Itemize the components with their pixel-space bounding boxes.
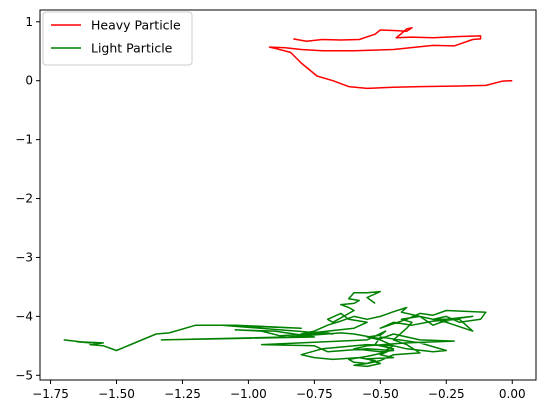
series-line-heavy-particle <box>268 26 513 90</box>
y-tick-label: −3 <box>15 250 33 264</box>
x-tick-label: −1.00 <box>230 387 267 401</box>
legend-label-heavy: Heavy Particle <box>91 18 181 33</box>
x-tick-label: −1.25 <box>164 387 201 401</box>
legend-label-light: Light Particle <box>91 41 173 56</box>
x-tick-label: −1.50 <box>98 387 135 401</box>
series-line-light-particle <box>63 290 487 368</box>
y-tick-label: 0 <box>25 74 33 88</box>
y-tick-label: 1 <box>25 15 33 29</box>
legend: Heavy Particle Light Particle <box>42 11 193 66</box>
x-tick-label: −0.50 <box>362 387 399 401</box>
x-tick-label: −0.25 <box>428 387 465 401</box>
y-tick-label: −2 <box>15 192 33 206</box>
x-tick-label: −0.75 <box>296 387 333 401</box>
series-layer <box>63 26 513 368</box>
y-tick-label: −1 <box>15 133 33 147</box>
x-tick-label: 0.00 <box>499 387 526 401</box>
x-tick-label: −1.75 <box>32 387 69 401</box>
x-axis: −1.75 −1.50 −1.25 −1.00 −0.75 −0.50 −0.25 0.00 <box>32 380 526 401</box>
y-tick-label: −4 <box>15 309 33 323</box>
y-axis: 1 0 −1 −2 −3 −4 −5 <box>15 15 40 382</box>
y-tick-label: −5 <box>15 368 33 382</box>
plot-frame <box>39 9 537 381</box>
